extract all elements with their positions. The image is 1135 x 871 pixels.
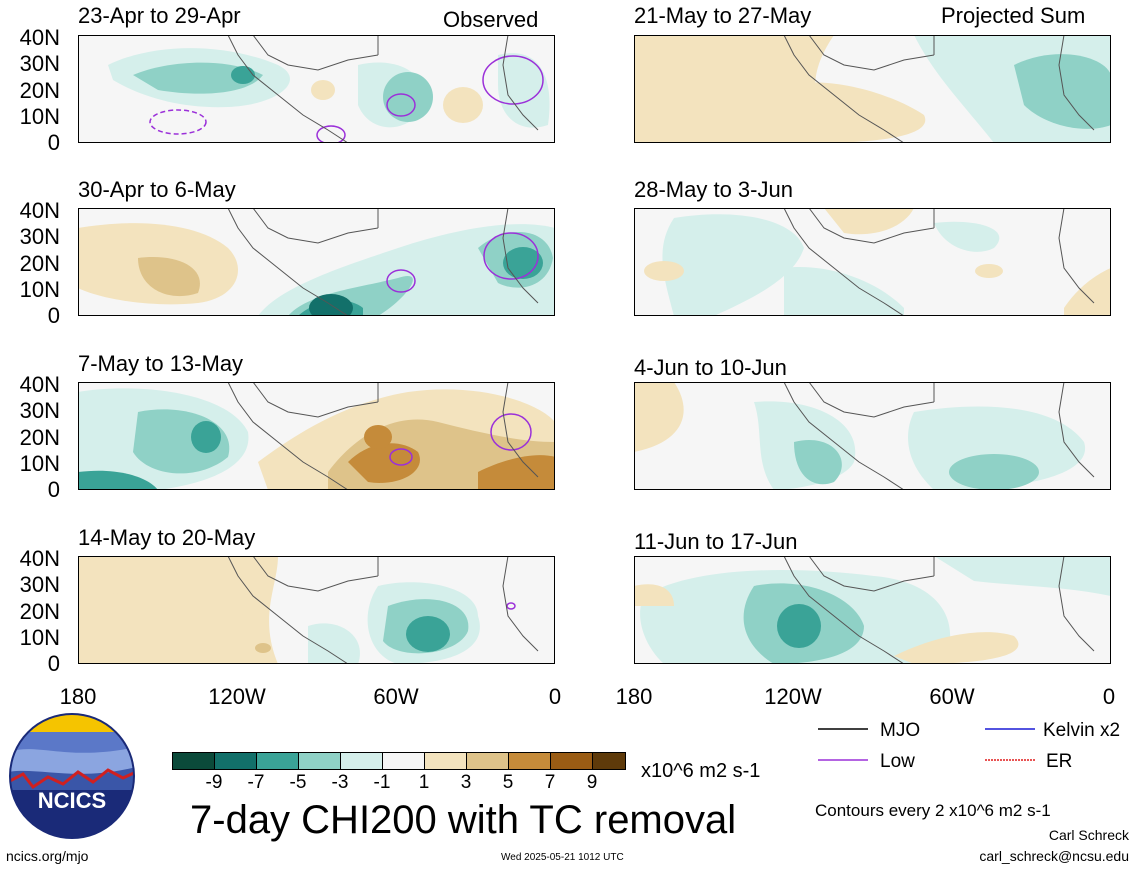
lat-tick: 30N <box>19 51 60 76</box>
main-title: 7-day CHI200 with TC removal <box>190 798 737 842</box>
ncics-logo: NCICS <box>9 713 135 839</box>
map-panel <box>78 208 555 316</box>
map-panel <box>634 556 1111 664</box>
colorbar-swatch <box>592 752 626 770</box>
colorbar-label: -3 <box>331 772 349 793</box>
projected-sum-label: Projected Sum <box>941 3 1086 28</box>
lat-tick: 20N <box>19 599 60 624</box>
map-panel <box>78 556 555 664</box>
legend-mjo-label: MJO <box>880 720 921 741</box>
lat-tick: 40N <box>19 25 60 50</box>
colorbar-swatch <box>214 752 257 770</box>
map-panel <box>634 35 1111 143</box>
timestamp: Wed 2025-05-21 1012 UTC <box>501 852 624 863</box>
lat-tick: 10N <box>19 625 60 650</box>
lon-tick: 60W <box>373 684 419 709</box>
legend-kelvin-label: Kelvin x2 <box>1043 720 1121 741</box>
colorbar-swatch <box>382 752 425 770</box>
panel-title: 30-Apr to 6-May <box>78 177 236 202</box>
panel-title: 7-May to 13-May <box>78 351 244 376</box>
low-line-swatch <box>818 759 868 761</box>
colorbar-label: -5 <box>289 772 307 793</box>
lat-tick: 0 <box>47 130 60 155</box>
lon-tick: 180 <box>59 684 97 709</box>
er-line-swatch <box>985 759 1035 761</box>
author: Carl Schreck <box>1048 827 1129 843</box>
lat-tick: 40N <box>19 546 60 571</box>
lat-tick: 10N <box>19 277 60 302</box>
colorbar-label: -7 <box>247 772 265 793</box>
colorbar-label: 7 <box>544 772 556 793</box>
panel-title: 11-Jun to 17-Jun <box>634 529 798 554</box>
colorbar-swatch <box>466 752 509 770</box>
lat-tick: 0 <box>47 477 60 502</box>
colorbar-swatch <box>172 752 215 770</box>
lat-tick: 10N <box>19 451 60 476</box>
panel-title: 23-Apr to 29-Apr <box>78 3 241 28</box>
colorbar-swatch <box>298 752 341 770</box>
lat-tick: 0 <box>47 303 60 328</box>
colorbar-label: 9 <box>586 772 598 793</box>
lat-tick: 20N <box>19 78 60 103</box>
panel-title: 14-May to 20-May <box>78 525 256 550</box>
colorbar-label: 3 <box>460 772 472 793</box>
lon-tick: 0 <box>1102 684 1116 709</box>
map-panel <box>78 382 555 490</box>
colorbar-units: x10^6 m2 s-1 <box>641 760 761 782</box>
legend-low-label: Low <box>880 751 915 772</box>
lat-tick: 10N <box>19 104 60 129</box>
lat-tick: 30N <box>19 398 60 423</box>
panel-title: 4-Jun to 10-Jun <box>634 355 787 380</box>
lat-tick: 0 <box>47 651 60 676</box>
colorbar-swatch <box>550 752 593 770</box>
colorbar-swatch <box>256 752 299 770</box>
colorbar-swatch <box>340 752 383 770</box>
lon-tick: 0 <box>548 684 562 709</box>
mjo-line-swatch <box>818 728 868 730</box>
lat-tick: 40N <box>19 198 60 223</box>
lon-tick: 120W <box>764 684 822 709</box>
lat-tick: 40N <box>19 372 60 397</box>
map-panel <box>634 208 1111 316</box>
lon-tick: 120W <box>208 684 266 709</box>
map-panel <box>78 35 555 143</box>
lon-tick: 180 <box>615 684 653 709</box>
logo-text: NCICS <box>38 788 106 813</box>
lon-tick: 60W <box>929 684 975 709</box>
source-url: ncics.org/mjo <box>6 848 89 864</box>
colorbar-label: -1 <box>373 772 391 793</box>
lat-tick: 20N <box>19 251 60 276</box>
lat-tick: 30N <box>19 224 60 249</box>
colorbar-label: 1 <box>418 772 430 793</box>
lat-tick: 20N <box>19 425 60 450</box>
observed-label: Observed <box>443 7 539 32</box>
contours-note: Contours every 2 x10^6 m2 s-1 <box>815 801 1051 820</box>
colorbar-label: -9 <box>205 772 223 793</box>
panel-title: 21-May to 27-May <box>634 3 812 28</box>
colorbar-swatch <box>424 752 467 770</box>
map-panel <box>634 382 1111 490</box>
colorbar-swatch <box>508 752 551 770</box>
lat-tick: 30N <box>19 572 60 597</box>
legend-er-label: ER <box>1046 751 1073 772</box>
kelvin-line-swatch <box>985 728 1035 730</box>
colorbar-label: 5 <box>502 772 514 793</box>
author-email: carl_schreck@ncsu.edu <box>979 848 1129 864</box>
panel-title: 28-May to 3-Jun <box>634 177 793 202</box>
